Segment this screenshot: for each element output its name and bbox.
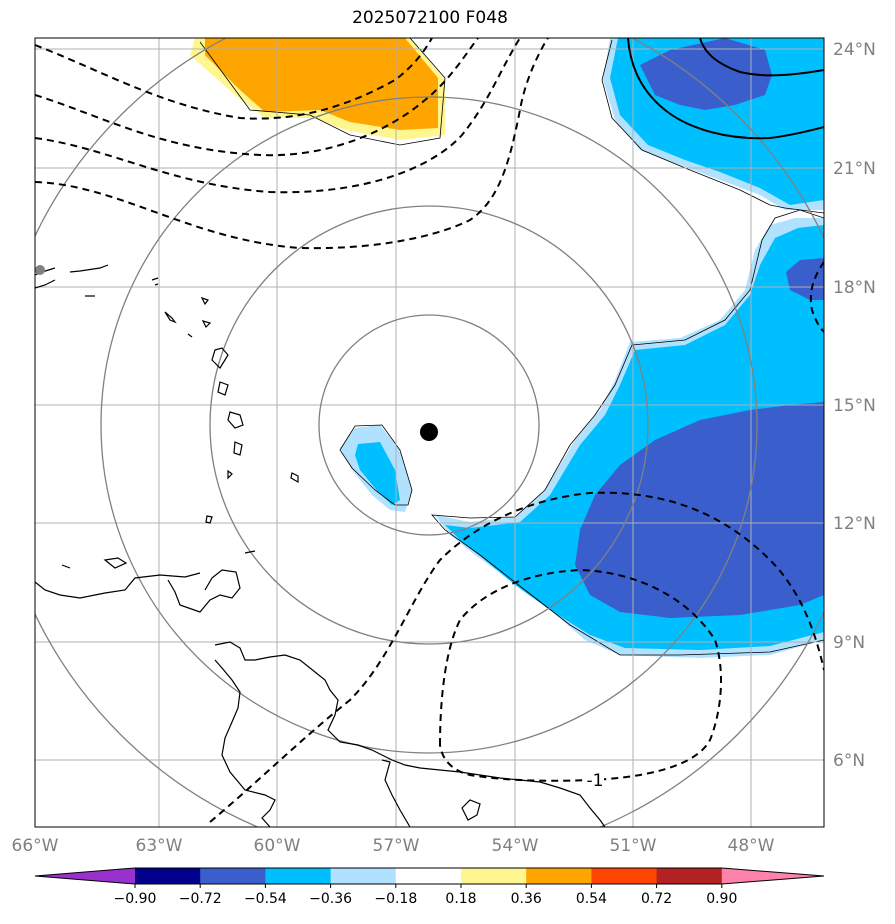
colorbar-tick-label: −0.36: [309, 891, 352, 907]
lat-label: 18°N: [833, 278, 876, 298]
colorbar-segment: [200, 868, 266, 884]
colorbar-extension-low: [35, 868, 135, 884]
range-rings: [35, 38, 824, 827]
colorbar-segment: [591, 868, 658, 884]
storm-center-marker: [420, 423, 438, 441]
longitude-labels: 66°W 63°W 60°W 57°W 54°W 51°W 48°W: [12, 836, 775, 856]
lat-label: 15°N: [833, 396, 876, 416]
colorbar-tick-label: 0.72: [641, 891, 672, 907]
colorbar-tick-label: 0.36: [511, 891, 542, 907]
contour-label: -1: [587, 771, 604, 791]
lon-label: 57°W: [373, 836, 420, 856]
colorbar-segment: [656, 868, 723, 884]
map-frame: [34, 37, 825, 828]
anomaly-fills: [190, 38, 824, 658]
anomaly-outlines: [199, 38, 824, 656]
colorbar-tick-label: 0.54: [576, 891, 607, 907]
colorbar-tick-label: −0.18: [374, 891, 417, 907]
lon-label: 60°W: [254, 836, 301, 856]
lon-label: 54°W: [492, 836, 539, 856]
colorbar: −0.90 −0.72 −0.54 −0.36 −0.18 0.18 0.36 0.54 0.7…: [34, 867, 825, 907]
map-title: 2025072100 F048: [352, 8, 508, 28]
colorbar-extension-high: [721, 868, 824, 884]
positive-contours: [627, 38, 824, 140]
lon-label: 63°W: [136, 836, 183, 856]
colorbar-segment: [135, 868, 201, 884]
colorbar-segment: [330, 868, 397, 884]
lon-label: 66°W: [12, 836, 59, 856]
lat-label: 21°N: [833, 159, 876, 179]
map-plot-area: -1: [35, 38, 824, 827]
negative-anomaly-east-dark: [786, 258, 824, 300]
positive-anomaly-orange: [205, 38, 438, 130]
colorbar-tick-label: 0.90: [706, 891, 737, 907]
colorbar-tick-label: −0.90: [114, 891, 157, 907]
negative-contours: [35, 38, 824, 823]
lon-label: 48°W: [728, 836, 775, 856]
negative-anomaly-blob-cyan: [355, 442, 400, 505]
lat-label: 12°N: [833, 514, 876, 534]
colorbar-segment: [395, 868, 462, 884]
graticule: [35, 38, 824, 827]
lat-label: 24°N: [833, 40, 876, 60]
colorbar-segment: [526, 868, 592, 884]
negative-anomaly-se-dark: [575, 402, 824, 618]
colorbar-segment: [265, 868, 332, 884]
latitude-labels: 24°N 21°N 18°N 15°N 12°N 9°N 6°N: [833, 40, 876, 771]
colorbar-tick-label: −0.54: [244, 891, 287, 907]
lat-label: 9°N: [833, 633, 865, 653]
negative-anomaly-ne-dark: [640, 38, 772, 110]
colorbar-tick-label: 0.18: [445, 891, 476, 907]
colorbar-tick-label: −0.72: [179, 891, 222, 907]
lat-label: 6°N: [833, 751, 865, 771]
contour-label-bg: [586, 770, 604, 788]
lon-label: 51°W: [610, 836, 657, 856]
reference-point-marker: [35, 265, 45, 275]
colorbar-segment: [461, 868, 527, 884]
